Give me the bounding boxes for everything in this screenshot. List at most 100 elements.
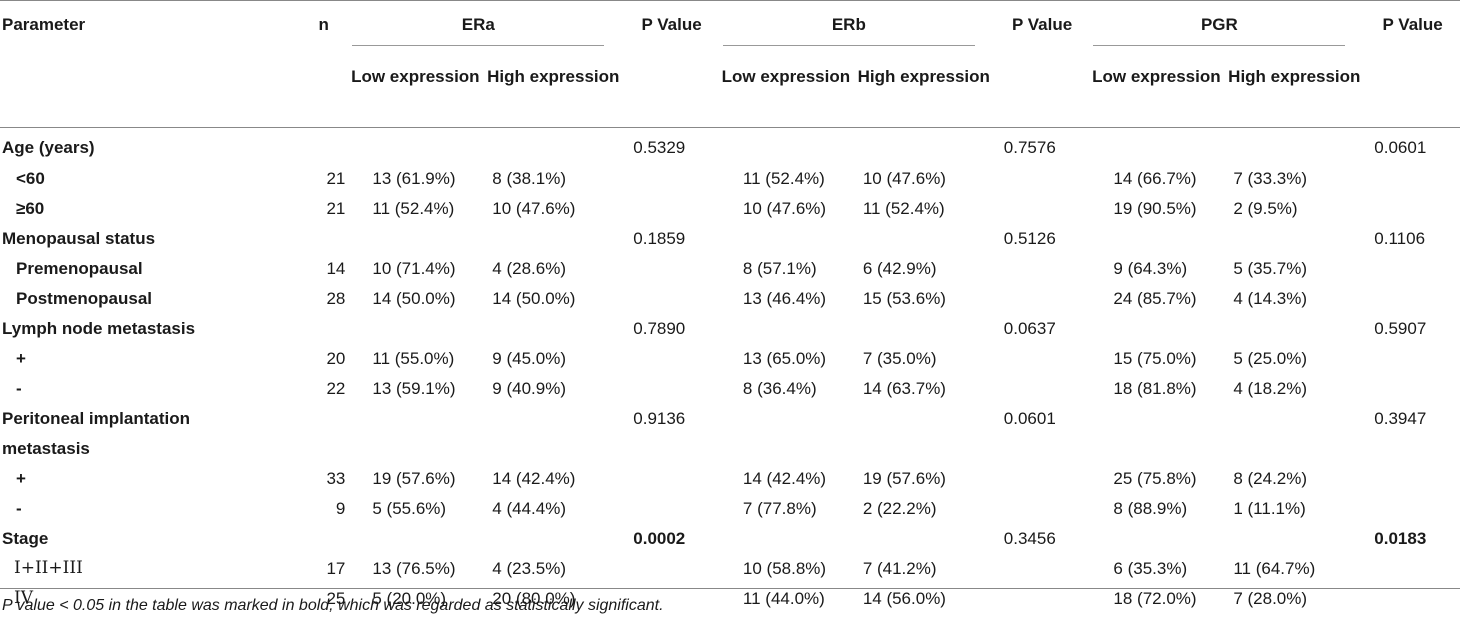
row-label: <60	[16, 169, 45, 188]
low-expression-cell: 5 (55.6%)	[372, 499, 447, 518]
p-value-cell	[1365, 285, 1460, 315]
low-cell	[719, 525, 853, 555]
table-row: ≥60 21 11 (52.4%) 10 (47.6%) 10 (47.6%) 11 (5…	[0, 195, 1460, 225]
high-cell	[482, 315, 624, 345]
low-expression-cell: 13 (65.0%)	[742, 349, 827, 368]
low-expression-cell: 15 (75.0%)	[1113, 349, 1197, 368]
row-label: Menopausal status	[2, 229, 156, 248]
table-row: metastasis	[0, 435, 1460, 465]
high-cell	[1223, 525, 1365, 555]
row-label: ≥60	[16, 199, 45, 218]
n-cell: 33	[326, 469, 346, 488]
row-label: Peritoneal implantation	[2, 409, 190, 428]
n-cell: 14	[326, 259, 346, 278]
p-value-cell: 0.7890	[633, 319, 686, 338]
low-expression-cell: 9 (64.3%)	[1113, 259, 1188, 278]
era-low-header: Low expression	[351, 67, 480, 86]
low-expression-cell: 18 (81.8%)	[1113, 379, 1197, 398]
p-value-cell	[995, 375, 1090, 405]
low-cell	[348, 525, 482, 555]
high-expression-cell: 5 (25.0%)	[1233, 349, 1308, 368]
empty-cell	[624, 435, 719, 465]
bottom-rule	[0, 588, 1460, 589]
high-expression-cell: 4 (28.6%)	[492, 259, 566, 278]
low-expression-cell: 14 (50.0%)	[372, 289, 456, 308]
footnote: P value < 0.05 in the table was marked i…	[2, 597, 664, 614]
n-cell: 20	[326, 349, 346, 368]
high-cell	[1223, 315, 1365, 345]
row-label: -	[16, 379, 22, 398]
high-expression-cell: 14 (50.0%)	[492, 289, 576, 308]
low-expression-cell: 10 (58.8%)	[742, 559, 827, 578]
p-value-cell: 0.0183	[1374, 529, 1427, 548]
p-value-cell	[624, 255, 719, 285]
high-expression-cell: 7 (28.0%)	[1233, 589, 1308, 608]
high-expression-cell: 5 (35.7%)	[1233, 259, 1308, 278]
high-expression-cell: 4 (44.4%)	[492, 499, 566, 518]
high-cell	[1223, 225, 1365, 255]
low-expression-cell: 14 (42.4%)	[742, 469, 827, 488]
high-expression-cell: 10 (47.6%)	[492, 199, 576, 218]
high-expression-cell: 10 (47.6%)	[862, 169, 946, 188]
p-value-cell: 0.7576	[1003, 138, 1056, 157]
top-rule	[0, 0, 1460, 1]
table-header: Parameter n ERa P Value ERb P Value PGR …	[0, 0, 1460, 125]
erb-low-header: Low expression	[721, 67, 851, 86]
low-expression-cell: 19 (57.6%)	[372, 469, 456, 488]
p-value-cell	[624, 465, 719, 495]
low-cell	[348, 225, 482, 255]
p-value-cell: 0.0637	[1003, 319, 1056, 338]
p-value-cell: 0.0601	[1374, 138, 1427, 157]
p-value-cell	[1365, 555, 1460, 585]
p-value-cell	[624, 285, 719, 315]
p-value-cell	[995, 285, 1090, 315]
low-cell	[719, 315, 853, 345]
high-expression-cell: 4 (14.3%)	[1233, 289, 1308, 308]
era-high-header: High expression	[487, 67, 620, 86]
p-value-cell	[995, 255, 1090, 285]
p-value-cell	[995, 195, 1090, 225]
high-expression-cell: 6 (42.9%)	[862, 259, 937, 278]
p-value-cell	[995, 465, 1090, 495]
row-label: metastasis	[2, 439, 90, 458]
era-header: ERa	[348, 0, 624, 54]
empty-cell	[289, 435, 348, 465]
p-value-cell	[624, 375, 719, 405]
low-cell	[1089, 315, 1223, 345]
low-expression-cell: 11 (52.4%)	[742, 169, 825, 188]
high-cell	[482, 525, 624, 555]
table-row: I+II+III 17 13 (76.5%) 4 (23.5%) 10 (58.8%) 7…	[0, 555, 1460, 585]
high-cell	[1223, 405, 1365, 435]
group-row: Lymph node metastasis 0.7890 0.0637 0.5907	[0, 315, 1460, 345]
low-expression-cell: 11 (44.0%)	[742, 589, 825, 608]
n-cell	[289, 525, 348, 555]
high-expression-cell: 4 (23.5%)	[492, 559, 566, 578]
p-value-cell	[1365, 255, 1460, 285]
table-body: Age (years) 0.5329 0.7576 0.0601 <60 21 13 (61…	[0, 125, 1460, 615]
p-value-cell: 0.5907	[1374, 319, 1427, 338]
p-value-cell	[1365, 345, 1460, 375]
erb-header: ERb	[719, 0, 995, 54]
low-cell	[348, 125, 482, 165]
low-expression-cell: 8 (36.4%)	[742, 379, 817, 398]
low-expression-cell: 6 (35.3%)	[1113, 559, 1188, 578]
low-cell	[1089, 225, 1223, 255]
low-cell	[719, 405, 853, 435]
row-label: Postmenopausal	[16, 289, 153, 308]
high-cell	[853, 225, 995, 255]
p-value-cell	[624, 345, 719, 375]
high-expression-cell: 7 (33.3%)	[1233, 169, 1308, 188]
table-row: Premenopausal 14 10 (71.4%) 4 (28.6%) 8 (57.…	[0, 255, 1460, 285]
group-row: Menopausal status 0.1859 0.5126 0.1106	[0, 225, 1460, 255]
p-value-cell	[624, 195, 719, 225]
pgr-p-header: P Value	[1382, 15, 1443, 34]
low-expression-cell: 11 (55.0%)	[372, 349, 455, 368]
pgr-header: PGR	[1089, 0, 1365, 54]
n-cell	[289, 315, 348, 345]
p-value-cell	[1365, 465, 1460, 495]
low-expression-cell: 13 (76.5%)	[372, 559, 456, 578]
table-row: - 9 5 (55.6%) 4 (44.4%) 7 (77.8%) 2 (22.2%) 8 …	[0, 495, 1460, 525]
p-value-cell	[1365, 195, 1460, 225]
